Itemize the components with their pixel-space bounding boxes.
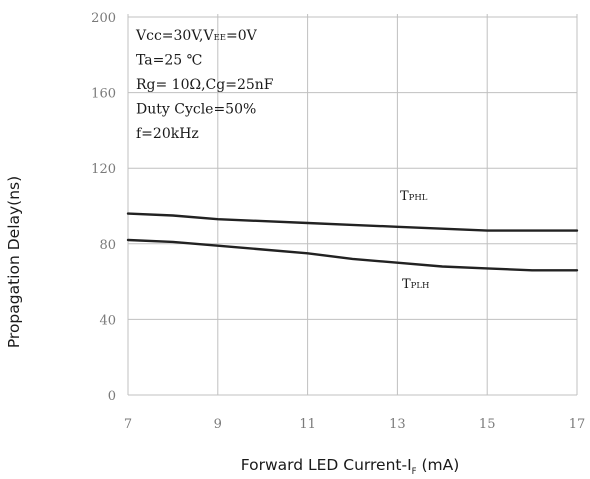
test-condition-line: Vcc=30V,VEE=0V bbox=[135, 28, 258, 44]
series-line-phl bbox=[126, 212, 579, 232]
test-conditions: Vcc=30V,VEE=0V Ta=25 ℃ Rg= 10Ω,Cg=25nF Duty… bbox=[135, 28, 274, 142]
grid bbox=[127, 14, 578, 396]
series-lines bbox=[126, 212, 579, 272]
plot-area bbox=[128, 14, 577, 395]
test-condition-line: Rg= 10Ω,Cg=25nF bbox=[136, 77, 274, 93]
y-tick-label: 40 bbox=[99, 313, 116, 328]
tick-labels: 0 40 80 120 160 200 7 9 11 13 15 17 bbox=[91, 11, 585, 432]
y-tick-label: 80 bbox=[99, 238, 116, 253]
y-axis-title: Propagation Delay(ns) bbox=[5, 176, 23, 348]
test-condition-line: Ta=25 ℃ bbox=[136, 53, 202, 69]
series-label-phl: TPHL bbox=[400, 189, 428, 204]
y-tick-label: 200 bbox=[91, 11, 116, 26]
x-axis-title: Forward LED Current-IF (mA) bbox=[241, 456, 460, 477]
x-tick-label: 11 bbox=[299, 417, 316, 432]
test-condition-line: f=20kHz bbox=[136, 126, 199, 142]
y-tick-label: 0 bbox=[108, 389, 116, 404]
y-tick-label: 120 bbox=[91, 162, 116, 177]
x-tick-label: 7 bbox=[124, 417, 132, 432]
x-tick-label: 13 bbox=[389, 417, 406, 432]
x-tick-label: 15 bbox=[479, 417, 496, 432]
series-label-plh: TPLH bbox=[402, 277, 429, 292]
x-tick-label: 17 bbox=[569, 417, 586, 432]
x-tick-label: 9 bbox=[214, 417, 222, 432]
y-tick-label: 160 bbox=[91, 87, 116, 102]
series-line-plh bbox=[126, 238, 579, 272]
test-condition-line: Duty Cycle=50% bbox=[136, 102, 256, 118]
series-labels: TPHL TPLH bbox=[400, 189, 429, 292]
